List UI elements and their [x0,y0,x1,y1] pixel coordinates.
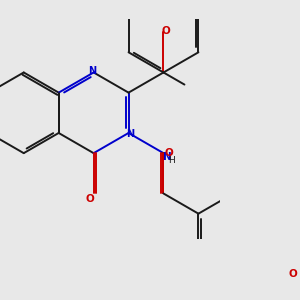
Text: N: N [163,152,172,162]
Text: O: O [85,194,94,204]
Text: H: H [168,156,175,165]
Text: O: O [161,26,170,36]
Text: O: O [165,148,174,158]
Text: N: N [126,129,134,140]
Text: N: N [88,66,96,76]
Text: O: O [288,269,297,279]
